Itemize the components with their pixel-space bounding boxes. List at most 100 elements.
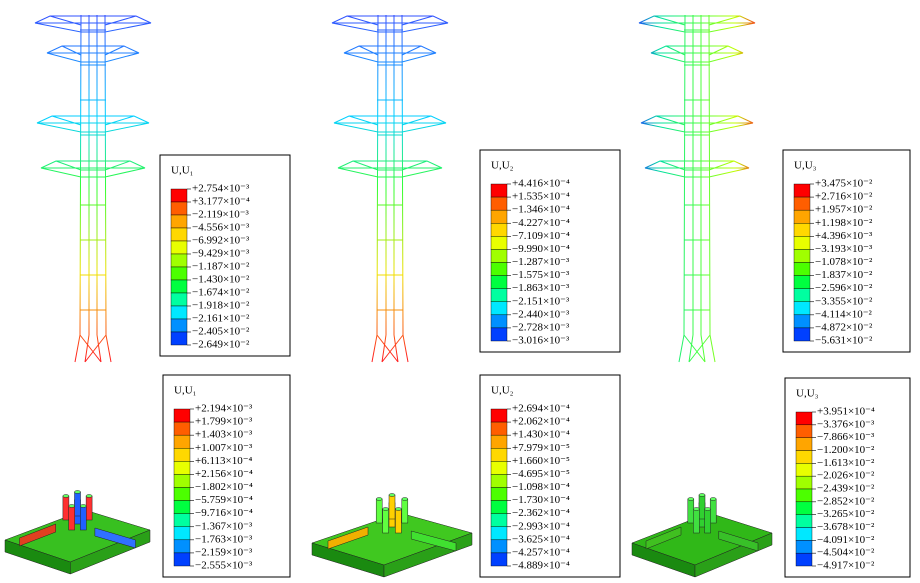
legend-label: −1.918×10⁻²	[192, 300, 250, 312]
color-band	[171, 332, 187, 345]
color-band	[491, 540, 507, 553]
color-band	[171, 306, 187, 319]
color-band	[171, 215, 187, 228]
color-band	[491, 184, 507, 197]
color-band	[491, 553, 507, 566]
legend-label: −2.151×10⁻³	[512, 295, 570, 307]
legend-label: −2.362×10⁻⁴	[512, 507, 570, 519]
tower-arm	[47, 46, 139, 62]
color-band	[794, 276, 810, 289]
foundation	[312, 494, 472, 578]
legend-label: −2.993×10⁻⁴	[512, 520, 570, 532]
color-band	[174, 540, 190, 553]
legend-label: −2.728×10⁻³	[512, 321, 570, 333]
color-band	[796, 451, 812, 464]
legend-label: −2.555×10⁻³	[195, 560, 253, 572]
color-band	[796, 476, 812, 489]
legend-label: −4.114×10⁻²	[815, 308, 873, 320]
tower-arm	[41, 161, 145, 177]
legend-label: +2.194×10⁻³	[195, 403, 253, 415]
legend-title: U,U₃	[794, 160, 817, 172]
legend-label: −3.193×10⁻³	[815, 243, 873, 255]
legend-label: −4.556×10⁻³	[192, 222, 250, 234]
legend-label: −3.355×10⁻²	[815, 295, 873, 307]
pillar-top	[693, 508, 699, 511]
color-band	[174, 474, 190, 487]
pillar	[383, 509, 389, 533]
legend-title: U,U₂	[491, 160, 514, 172]
color-band	[794, 184, 810, 197]
color-band	[491, 276, 507, 289]
color-band	[491, 448, 507, 461]
pillar-top	[86, 495, 92, 498]
legend-label: −6.992×10⁻³	[192, 235, 250, 247]
color-band	[796, 515, 812, 528]
legend-label: +2.156×10⁻⁴	[195, 468, 253, 480]
legend-label: −1.098×10⁻⁴	[512, 481, 570, 493]
legend-label: −2.649×10⁻²	[192, 339, 250, 351]
pillar-top	[63, 495, 69, 498]
color-band	[171, 189, 187, 202]
pillar	[376, 499, 382, 523]
legend-label: −1.367×10⁻³	[195, 520, 253, 532]
legend-label: −7.109×10⁻⁴	[512, 230, 570, 242]
legend-label: +2.062×10⁻⁴	[512, 416, 570, 428]
color-band	[171, 241, 187, 254]
color-band	[491, 210, 507, 223]
color-band	[794, 236, 810, 249]
color-band	[171, 319, 187, 332]
legend-label: +4.416×10⁻⁴	[512, 178, 570, 190]
legend-label: −4.091×10⁻²	[817, 534, 875, 546]
legend-label: +2.754×10⁻³	[192, 183, 250, 195]
color-band	[171, 293, 187, 306]
color-band	[174, 461, 190, 474]
legend-label: +2.694×10⁻⁴	[512, 403, 570, 415]
legend-label: +1.957×10⁻²	[815, 204, 873, 216]
color-band	[174, 448, 190, 461]
legend-label: −1.730×10⁻⁴	[512, 494, 570, 506]
legend-label: +1.430×10⁻⁴	[512, 429, 570, 441]
legend-label: −4.917×10⁻²	[817, 560, 875, 572]
tower-arm	[37, 116, 149, 132]
tower	[332, 15, 448, 362]
foundation	[632, 494, 772, 578]
legend-label: −1.200×10⁻²	[817, 444, 875, 456]
pillar-top	[395, 508, 401, 511]
color-band	[796, 502, 812, 515]
pillar	[693, 509, 699, 533]
color-band	[491, 263, 507, 276]
legend-label: −7.866×10⁻³	[817, 431, 875, 443]
legend-label: −3.265×10⁻²	[817, 508, 875, 520]
tower-arm	[338, 161, 442, 177]
legend-label: +1.660×10⁻⁵	[512, 455, 570, 467]
legend-label: −4.872×10⁻²	[815, 321, 873, 333]
color-band	[174, 488, 190, 501]
legend-label: −4.695×10⁻⁵	[512, 468, 570, 480]
color-band	[794, 197, 810, 210]
color-band	[174, 501, 190, 514]
tower	[639, 15, 755, 362]
pillar-top	[389, 494, 395, 497]
legend-label: −1.078×10⁻²	[815, 256, 873, 268]
pillar	[63, 496, 69, 520]
color-band	[174, 553, 190, 566]
pillar-top	[376, 498, 382, 501]
color-band	[794, 315, 810, 328]
color-band	[491, 514, 507, 527]
color-band	[794, 210, 810, 223]
color-band	[794, 328, 810, 341]
color-band	[796, 438, 812, 451]
color-band	[491, 223, 507, 236]
figure: U,U₁+2.754×10⁻³+3.177×10⁻⁴−2.119×10⁻³−4.…	[0, 0, 920, 583]
legend-label: −2.405×10⁻²	[192, 326, 250, 338]
legend-label: −1.575×10⁻³	[512, 269, 570, 281]
tower-arm	[641, 116, 753, 132]
color-band	[796, 553, 812, 566]
color-band	[171, 267, 187, 280]
color-band	[491, 461, 507, 474]
legend-label: −3.376×10⁻³	[817, 418, 875, 430]
pillar-top	[383, 508, 389, 511]
tower-arm	[334, 116, 446, 132]
pillar-top	[75, 491, 81, 494]
legend-label: −2.440×10⁻³	[512, 308, 570, 320]
